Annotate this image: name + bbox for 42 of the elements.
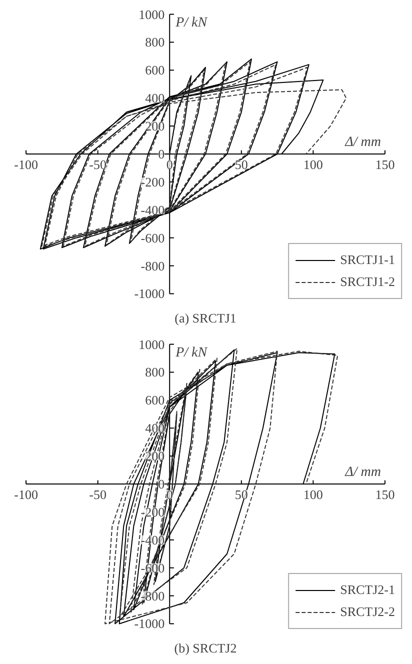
y-axis-title: P/ kN <box>174 15 208 30</box>
text: (a) SRCTJ1 <box>174 310 236 326</box>
legend-label: SRCTJ1-1 <box>340 252 395 268</box>
y-tick-label: -200 <box>140 174 165 190</box>
x-tick-label: 100 <box>303 157 323 172</box>
y-tick-label: 200 <box>145 118 165 134</box>
y-tick-label: 400 <box>145 420 165 436</box>
y-tick-label: 800 <box>145 364 165 380</box>
x-tick-label: -50 <box>89 157 106 172</box>
y-tick-label: -800 <box>140 258 165 274</box>
y-tick-label: -600 <box>140 230 165 246</box>
y-tick-label: -400 <box>140 532 165 548</box>
legend-label: SRCTJ2-1 <box>340 582 395 598</box>
legend-label: SRCTJ1-2 <box>340 274 395 290</box>
x-tick-label: 50 <box>234 487 248 502</box>
y-tick-label: 800 <box>145 34 165 50</box>
x-tick-label: -100 <box>14 157 38 172</box>
x-axis-title: Δ/ mm <box>344 135 381 150</box>
y-tick-label: -1000 <box>134 286 165 302</box>
y-tick-label: 1000 <box>138 336 165 352</box>
x-tick-label: 100 <box>303 487 323 502</box>
y-tick-label: 1000 <box>138 6 165 22</box>
y-axis-title: P/ kN <box>174 345 208 360</box>
y-tick-label: 0 <box>158 146 165 162</box>
y-tick-label: 0 <box>158 476 165 492</box>
y-tick-label: -1000 <box>134 616 165 632</box>
x-tick-label: 150 <box>375 157 395 172</box>
y-tick-label: 400 <box>145 90 165 106</box>
y-tick-label: -200 <box>140 504 165 520</box>
y-tick-label: 200 <box>145 448 165 464</box>
text: (b) SRCTJ2 <box>174 640 237 656</box>
x-tick-label: 150 <box>375 487 395 502</box>
x-tick-label: 50 <box>234 157 248 172</box>
y-tick-label: 600 <box>145 62 165 78</box>
x-tick-label: -50 <box>89 487 106 502</box>
y-tick-label: -800 <box>140 588 165 604</box>
x-axis-title: Δ/ mm <box>344 465 381 480</box>
x-tick-label: -100 <box>14 487 38 502</box>
y-tick-label: -400 <box>140 202 165 218</box>
legend-label: SRCTJ2-2 <box>340 604 395 620</box>
y-tick-label: 600 <box>145 392 165 408</box>
y-tick-label: -600 <box>140 560 165 576</box>
